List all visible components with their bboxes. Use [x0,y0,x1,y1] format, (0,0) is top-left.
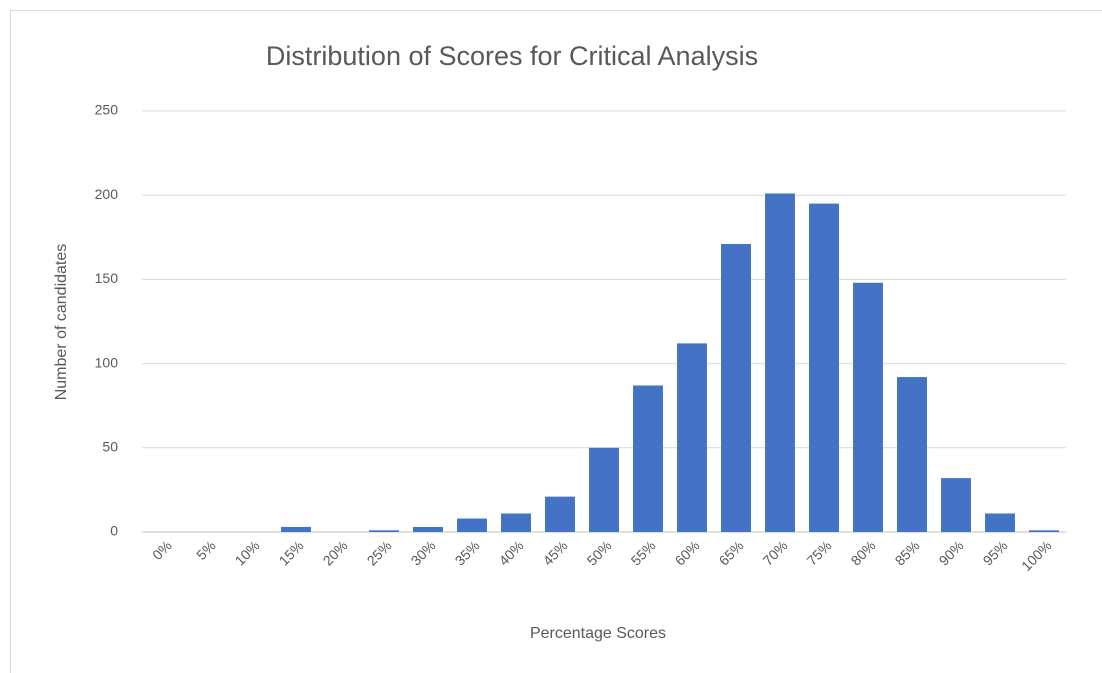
bar [765,193,795,533]
bar [457,518,487,532]
chart-frame [10,10,1102,673]
y-tick-label: 250 [95,102,119,118]
bar [853,282,883,532]
bar [501,513,531,532]
y-tick-label: 0 [110,523,118,539]
bar [941,478,971,532]
x-axis-label: Percentage Scores [530,625,666,642]
bar [809,203,839,532]
bar [545,496,575,532]
y-tick-label: 100 [95,354,119,370]
y-axis-label: Number of candidates [53,244,70,401]
bar [897,377,927,532]
bar [281,526,311,532]
y-tick-label: 50 [102,439,118,455]
bar [1029,530,1059,532]
y-tick-label: 150 [95,270,119,286]
chart-title: Distribution of Scores for Critical Anal… [266,41,758,71]
bar [413,526,443,532]
bar [633,385,663,532]
bar [677,343,707,532]
bar [369,530,399,532]
bar [985,513,1015,532]
y-tick-label: 200 [95,186,119,202]
bar [721,244,751,532]
bar [589,447,619,532]
